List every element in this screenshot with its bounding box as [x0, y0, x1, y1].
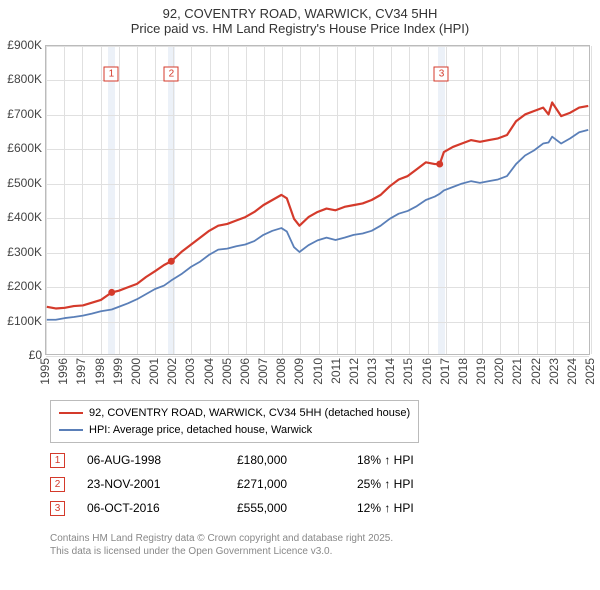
tx-date: 06-AUG-1998 [87, 453, 237, 467]
x-tick-label: 2015 [401, 358, 415, 385]
x-tick-label: 1999 [111, 358, 125, 385]
transaction-row: 3 06-OCT-2016£555,00012% ↑ HPI [50, 496, 467, 520]
series-line [47, 102, 588, 308]
tx-price: £271,000 [237, 477, 357, 491]
y-tick-label: £600K [0, 141, 42, 155]
x-tick-label: 2013 [365, 358, 379, 385]
title-block: 92, COVENTRY ROAD, WARWICK, CV34 5HH Pri… [0, 0, 600, 36]
x-tick-label: 2022 [529, 358, 543, 385]
tx-pct: 25% ↑ HPI [357, 477, 467, 491]
footer: Contains HM Land Registry data © Crown c… [50, 532, 393, 558]
y-tick-label: £500K [0, 176, 42, 190]
y-tick-label: £100K [0, 314, 42, 328]
x-tick-label: 2000 [129, 358, 143, 385]
legend-item: 92, COVENTRY ROAD, WARWICK, CV34 5HH (de… [59, 405, 410, 422]
tx-pct: 18% ↑ HPI [357, 453, 467, 467]
legend-item: HPI: Average price, detached house, Warw… [59, 422, 410, 439]
tx-badge: 2 [50, 477, 65, 492]
x-tick-label: 2005 [220, 358, 234, 385]
x-tick-label: 2008 [274, 358, 288, 385]
x-tick-label: 2020 [492, 358, 506, 385]
x-tick-label: 2006 [238, 358, 252, 385]
x-tick-label: 2018 [456, 358, 470, 385]
x-tick-label: 2004 [202, 358, 216, 385]
x-tick-label: 2011 [329, 358, 343, 384]
x-tick-label: 1997 [74, 358, 88, 385]
legend-label: 92, COVENTRY ROAD, WARWICK, CV34 5HH (de… [89, 405, 410, 422]
tx-price: £180,000 [237, 453, 357, 467]
x-tick-label: 2007 [256, 358, 270, 385]
y-tick-label: £0 [0, 348, 42, 362]
chart-marker: 2 [164, 67, 179, 82]
y-tick-label: £300K [0, 245, 42, 259]
transaction-row: 1 06-AUG-1998£180,00018% ↑ HPI [50, 448, 467, 472]
plot-area: 1 2 3 [45, 45, 590, 355]
y-tick-label: £200K [0, 279, 42, 293]
gridline-v [591, 46, 592, 354]
tx-date: 23-NOV-2001 [87, 477, 237, 491]
x-tick-label: 2014 [383, 358, 397, 385]
x-tick-label: 2003 [183, 358, 197, 385]
x-tick-label: 2017 [438, 358, 452, 385]
x-tick-label: 2012 [347, 358, 361, 385]
transactions-table: 1 06-AUG-1998£180,00018% ↑ HPI 2 23-NOV-200… [50, 448, 467, 520]
legend: 92, COVENTRY ROAD, WARWICK, CV34 5HH (de… [50, 400, 419, 443]
chart-marker: 1 [104, 67, 119, 82]
x-tick-label: 1996 [56, 358, 70, 385]
legend-label: HPI: Average price, detached house, Warw… [89, 422, 312, 439]
x-tick-label: 2025 [583, 358, 597, 385]
x-tick-label: 2010 [311, 358, 325, 385]
x-tick-label: 2016 [420, 358, 434, 385]
transaction-row: 2 23-NOV-2001£271,00025% ↑ HPI [50, 472, 467, 496]
x-tick-label: 2009 [292, 358, 306, 385]
footer-line2: This data is licensed under the Open Gov… [50, 545, 393, 558]
chart: £0 £100K £200K £300K £400K £500K £600K £700K £80… [0, 40, 600, 400]
tx-pct: 12% ↑ HPI [357, 501, 467, 515]
x-tick-label: 2002 [165, 358, 179, 385]
sale-point-dot [436, 161, 443, 168]
title-subtitle: Price paid vs. HM Land Registry's House … [0, 21, 600, 36]
footer-line1: Contains HM Land Registry data © Crown c… [50, 532, 393, 545]
sale-point-dot [108, 289, 115, 296]
y-tick-label: £800K [0, 72, 42, 86]
x-tick-label: 2019 [474, 358, 488, 385]
chart-marker: 3 [434, 67, 449, 82]
tx-price: £555,000 [237, 501, 357, 515]
series-line [47, 130, 588, 320]
x-tick-label: 1995 [38, 358, 52, 385]
legend-swatch [59, 412, 83, 414]
x-tick-label: 2024 [565, 358, 579, 385]
tx-badge: 3 [50, 501, 65, 516]
x-tick-label: 1998 [93, 358, 107, 385]
tx-date: 06-OCT-2016 [87, 501, 237, 515]
sale-point-dot [168, 258, 175, 265]
legend-swatch [59, 429, 83, 431]
y-tick-label: £700K [0, 107, 42, 121]
tx-badge: 1 [50, 453, 65, 468]
x-tick-label: 2021 [510, 358, 524, 385]
title-address: 92, COVENTRY ROAD, WARWICK, CV34 5HH [0, 6, 600, 21]
y-tick-label: £400K [0, 210, 42, 224]
x-tick-label: 2001 [147, 358, 161, 385]
series-svg [46, 46, 589, 354]
y-tick-label: £900K [0, 38, 42, 52]
x-tick-label: 2023 [547, 358, 561, 385]
